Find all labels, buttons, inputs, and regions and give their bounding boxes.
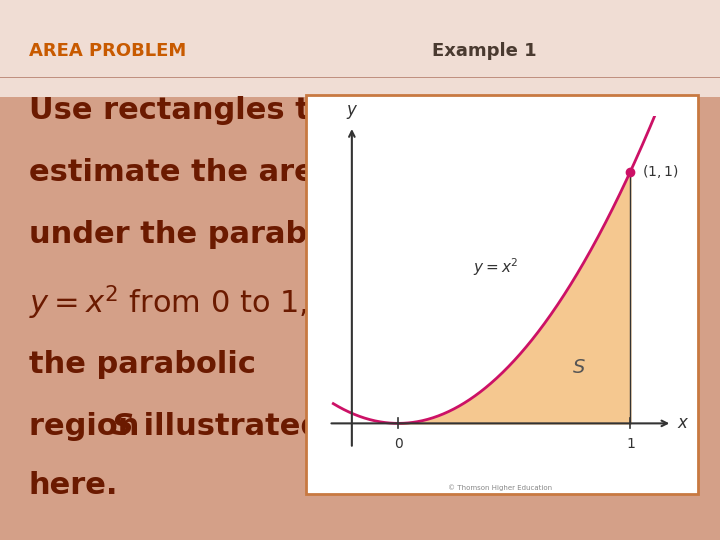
- Text: region: region: [29, 412, 150, 441]
- Text: estimate the area: estimate the area: [29, 158, 335, 187]
- Text: $y = x^2$: $y = x^2$: [473, 256, 518, 278]
- Text: S: S: [112, 412, 134, 441]
- Text: $x$: $x$: [677, 414, 689, 433]
- Text: 0: 0: [394, 437, 402, 451]
- Text: Use rectangles to: Use rectangles to: [29, 96, 330, 125]
- Text: under the parabola: under the parabola: [29, 220, 359, 249]
- Text: $(1, 1)$: $(1, 1)$: [642, 163, 678, 180]
- Text: © Thomson Higher Education: © Thomson Higher Education: [449, 484, 552, 491]
- FancyBboxPatch shape: [306, 94, 698, 494]
- Text: the parabolic: the parabolic: [29, 350, 256, 379]
- Text: $y$: $y$: [346, 103, 358, 121]
- Text: $y = x^2$ from 0 to 1,: $y = x^2$ from 0 to 1,: [29, 283, 307, 322]
- FancyBboxPatch shape: [0, 77, 720, 78]
- FancyBboxPatch shape: [0, 0, 720, 97]
- Text: 1: 1: [626, 437, 635, 451]
- FancyBboxPatch shape: [0, 97, 720, 540]
- Text: $S$: $S$: [572, 359, 586, 377]
- Text: illustrated: illustrated: [133, 412, 323, 441]
- Text: AREA PROBLEM: AREA PROBLEM: [29, 42, 186, 60]
- Text: here.: here.: [29, 471, 118, 501]
- Text: Example 1: Example 1: [432, 42, 536, 60]
